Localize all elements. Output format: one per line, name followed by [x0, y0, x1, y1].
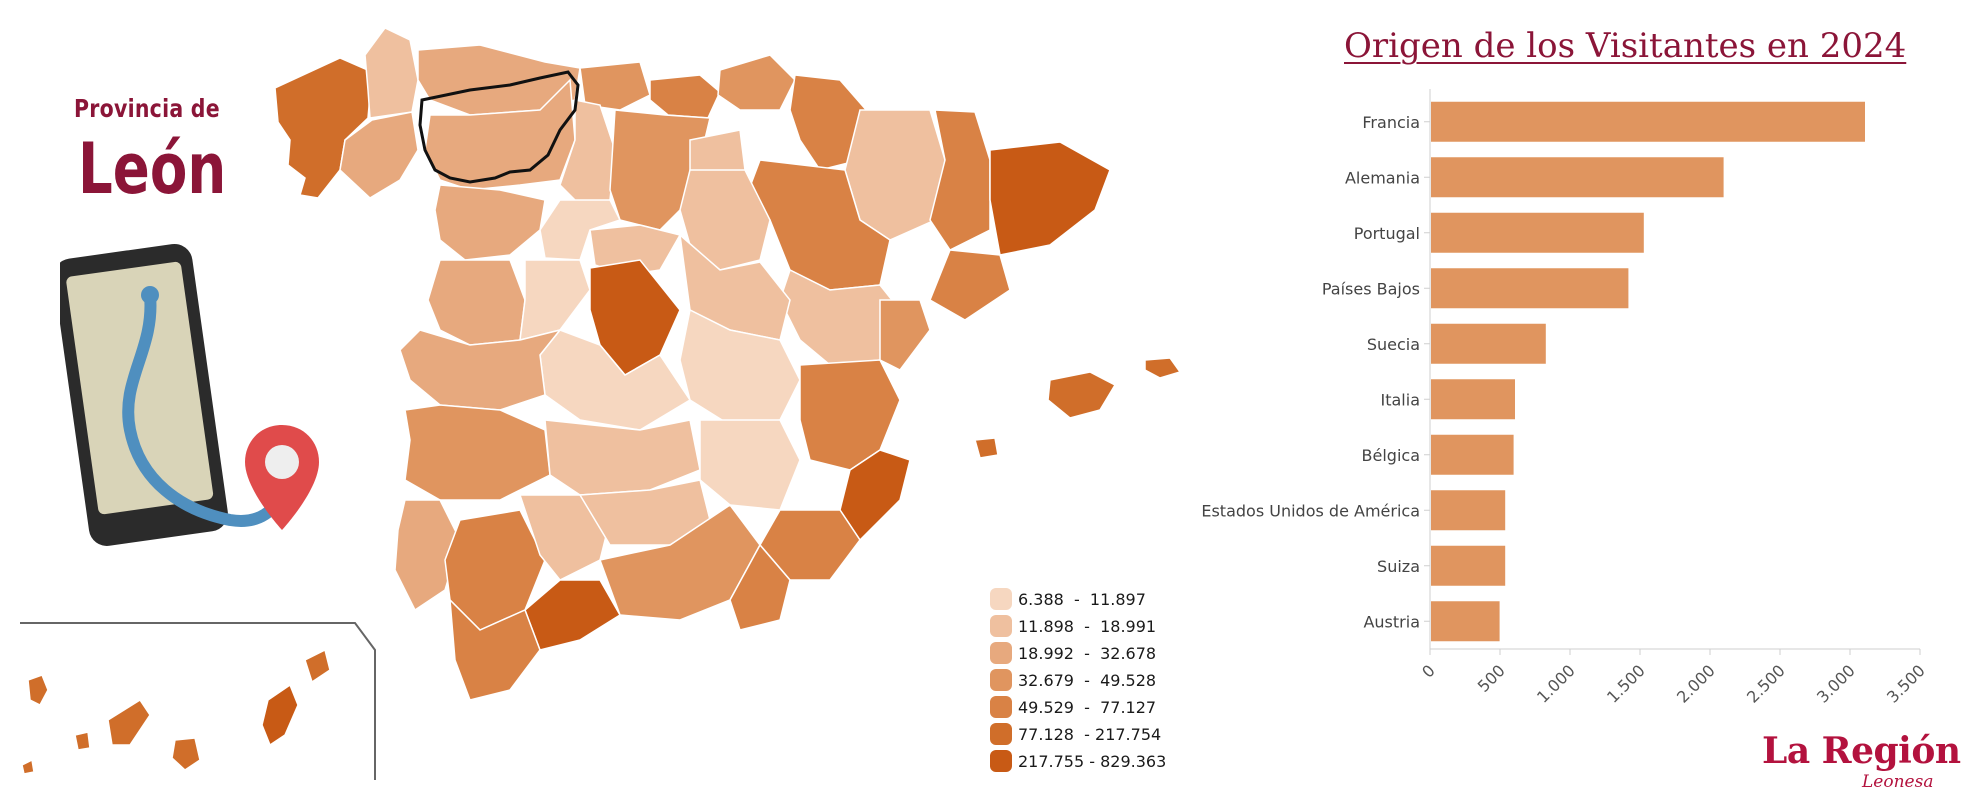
spain-choropleth-map: [20, 27, 1182, 780]
map-region: [1144, 357, 1182, 379]
x-tick-label: 3.000: [1813, 661, 1859, 707]
leon-province-outline: [418, 70, 580, 184]
map-region: [404, 404, 551, 501]
bar: [1431, 545, 1506, 586]
x-tick-label: 500: [1474, 661, 1509, 696]
map-region: [679, 169, 771, 271]
bar: [1431, 157, 1724, 198]
map-region: [1047, 371, 1117, 419]
canarias-inset-frame: [20, 622, 376, 780]
map-region: [879, 299, 931, 371]
bar: [1431, 490, 1506, 531]
map-region: [519, 259, 591, 341]
legend-swatch: [990, 642, 1012, 664]
phone-map-illustration: [60, 243, 319, 546]
map-region: [649, 74, 721, 119]
bar: [1431, 379, 1515, 420]
legend-item: 18.992 - 32.678: [990, 642, 1156, 664]
visitors-bar-chart: Francia Alemania Portugal Países Bajos Sueci…: [1201, 89, 1929, 707]
brand-name: La Región: [1762, 730, 1961, 772]
map-region: [27, 674, 49, 706]
map-region: [989, 141, 1111, 256]
legend-item: 217.755 - 829.363: [990, 750, 1166, 772]
y-tick-label: Italia: [1381, 390, 1421, 409]
map-region: [339, 111, 419, 199]
y-tick-label: Estados Unidos de América: [1201, 501, 1420, 520]
location-pin-center: [265, 445, 299, 479]
map-region: [449, 598, 541, 701]
map-region: [107, 698, 151, 746]
legend-item: 11.898 - 18.991: [990, 615, 1156, 637]
x-tick-label: 1.000: [1533, 661, 1579, 707]
bar: [1431, 101, 1865, 142]
map-region: [171, 737, 201, 771]
map-region: [717, 54, 796, 111]
legend-label: 11.898 - 18.991: [1018, 616, 1157, 636]
y-tick-label: Alemania: [1345, 168, 1420, 187]
x-tick-label: 3.500: [1883, 661, 1929, 707]
x-tick-label: 2.000: [1673, 661, 1719, 707]
y-tick-label: Suecia: [1367, 335, 1420, 354]
legend-label: 6.388 - 11.897: [1018, 589, 1146, 609]
y-tick-label: Francia: [1362, 113, 1420, 132]
x-tick-label: 1.500: [1603, 661, 1649, 707]
legend-label: 77.128 - 217.754: [1018, 724, 1162, 744]
province-subtitle: Provincia de: [74, 94, 220, 123]
bar: [1431, 434, 1514, 475]
brand-subtitle: Leonesa: [1862, 772, 1934, 792]
map-region: [261, 683, 299, 747]
bar: [1431, 268, 1629, 309]
map-region: [539, 199, 622, 261]
chart-title: Origen de los Visitantes en 2024: [1344, 26, 1907, 66]
map-region: [394, 499, 461, 612]
legend-swatch: [990, 696, 1012, 718]
y-tick-label: Portugal: [1354, 224, 1420, 243]
y-tick-label: Bélgica: [1362, 446, 1420, 465]
y-tick-label: Austria: [1363, 612, 1420, 631]
legend-item: 49.529 - 77.127: [990, 696, 1156, 718]
legend-swatch: [990, 588, 1012, 610]
map-region: [589, 224, 682, 276]
route-line: [122, 289, 291, 527]
bar: [1431, 212, 1644, 253]
map-region: [929, 109, 991, 251]
map-region: [544, 419, 701, 496]
bar: [1431, 601, 1500, 642]
map-region: [427, 259, 526, 346]
map-region: [74, 731, 91, 751]
province-title: León: [78, 128, 227, 210]
map-region: [434, 184, 546, 261]
legend-item: 32.679 - 49.528: [990, 669, 1156, 691]
legend-swatch: [990, 615, 1012, 637]
map-region: [304, 648, 331, 684]
bar: [1431, 323, 1546, 364]
map-region: [729, 543, 791, 631]
map-region: [929, 249, 1011, 321]
y-tick-label: Países Bajos: [1322, 279, 1420, 298]
map-region: [699, 419, 801, 511]
map-region: [524, 579, 622, 651]
map-region: [579, 61, 651, 111]
map-region: [364, 27, 419, 119]
legend-label: 49.529 - 77.127: [1018, 697, 1157, 717]
brand-logo: La Región Leonesa: [1762, 730, 1962, 808]
phone-screen: [66, 261, 214, 515]
map-region: [974, 437, 999, 459]
x-tick-label: 0: [1418, 661, 1439, 682]
legend-label: 217.755 - 829.363: [1018, 751, 1167, 771]
x-tick-label: 2.500: [1743, 661, 1789, 707]
legend-swatch: [990, 669, 1012, 691]
route-start-dot: [141, 286, 159, 304]
map-region: [399, 328, 562, 411]
legend-item: 6.388 - 11.897: [990, 588, 1146, 610]
y-tick-label: Suiza: [1377, 557, 1420, 576]
legend-label: 32.679 - 49.528: [1018, 670, 1157, 690]
legend-item: 77.128 - 217.754: [990, 723, 1161, 745]
legend-swatch: [990, 750, 1012, 772]
legend-swatch: [990, 723, 1012, 745]
map-region: [21, 758, 35, 775]
legend-label: 18.992 - 32.678: [1018, 643, 1157, 663]
